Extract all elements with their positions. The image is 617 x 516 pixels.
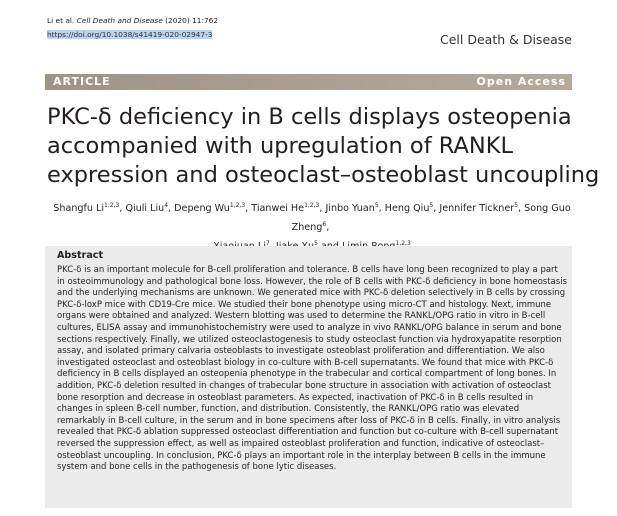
author-affiliation: 5 [314,240,318,248]
title-line: PKC-δ deficiency in B cells displays ost… [47,104,572,130]
citation-details: (2020) 11:762 [165,16,219,25]
doi-link[interactable]: https://doi.org/10.1038/s41419-020-02947… [47,30,213,39]
author-name: Jinbo Yuan [325,203,375,215]
title: PKC-δ deficiency in B cells displays ost… [47,103,599,190]
journal-name: Cell Death & Disease [440,32,572,47]
author-affiliation: 4 [164,202,169,209]
author-affiliation: 1,2,3 [229,202,246,209]
access-label: Open Access [476,75,566,88]
abstract-text: PKC-δ is an important molecule for B-cel… [57,265,567,473]
abstract-heading: Abstract [57,250,104,261]
author-affiliation: 1,2,3 [304,202,320,209]
author-affiliation: 1,2,3 [104,202,120,209]
author-name: Heng Qiu [384,203,430,215]
citation: Li et al. Cell Death and Disease (2020) … [47,16,218,25]
abstract-box: Abstract PKC-δ is an important molecule … [45,246,572,508]
author-separator: , [378,203,385,215]
author-affiliation: 5 [429,202,434,209]
author-separator: , [433,203,440,215]
author-affiliation: 1,2,3 [395,240,411,248]
author-name: Shangfu Li [53,203,105,215]
author-affiliation: 6 [322,221,327,229]
author-name: Depeng Wu [174,203,230,215]
author-separator: , [518,203,525,215]
author-separator: , [326,222,333,234]
author-separator: , [245,203,252,215]
title-line: expression and osteoclast–osteoblast unc… [47,162,600,188]
banner: ARTICLE Open Access [45,74,572,90]
citation-authors: Li et al. [47,16,75,25]
citation-journal: Cell Death and Disease [76,16,163,25]
author-affiliation: 5 [514,202,519,209]
author-separator: , [319,203,326,215]
author-name: Song Guo Zheng [291,203,571,234]
author-affiliation: 5 [374,202,379,209]
title-line: accompanied with upregulation of RANKL [47,133,514,159]
author-name: Jennifer Tickner [439,203,515,215]
article-type: ARTICLE [53,75,111,88]
author-separator: , [168,203,175,215]
author-name: Tianwei He [251,203,305,215]
author-separator: , [119,203,126,215]
author-affiliation: 7 [265,240,270,248]
author-name: Qiuli Liu [125,203,165,215]
